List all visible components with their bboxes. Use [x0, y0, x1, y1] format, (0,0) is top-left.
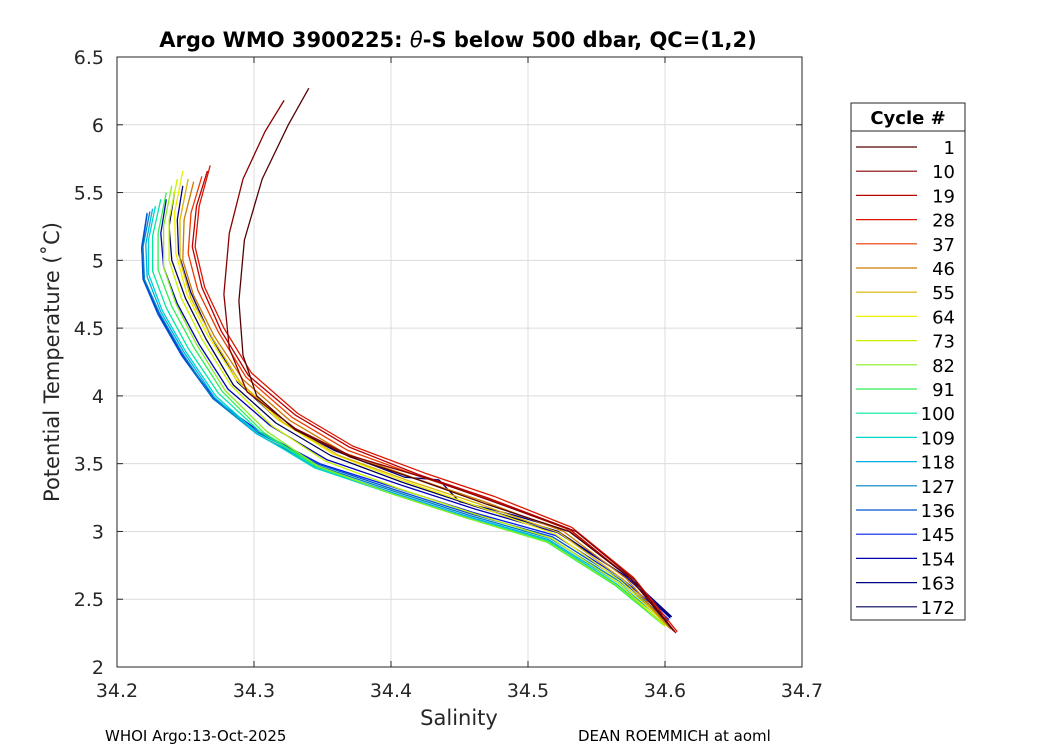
legend-label-1: 1 — [944, 138, 955, 159]
legend-entries: 1 10 19 28 37 46 55 64 73 82 91 100 109 118 127 136 145 1… — [856, 138, 955, 619]
y-tick-label: 6.5 — [74, 47, 104, 69]
legend-label-172: 172 — [921, 598, 955, 619]
legend-label-118: 118 — [921, 453, 955, 474]
legend-label-145: 145 — [921, 525, 955, 546]
legend-label-46: 46 — [932, 259, 955, 280]
legend-label-55: 55 — [932, 283, 955, 304]
legend-label-64: 64 — [932, 307, 955, 328]
y-tick-label: 6 — [92, 115, 104, 137]
series-line-cycle-82 — [162, 185, 666, 626]
y-tick-label: 5.5 — [74, 183, 104, 205]
series-line-cycle-10 — [223, 100, 676, 633]
legend-label-73: 73 — [932, 332, 955, 353]
series-group — [141, 87, 678, 634]
series-line-cycle-37 — [187, 176, 674, 631]
ticks — [116, 56, 803, 668]
x-tick-label: 34.2 — [96, 680, 138, 702]
grid — [116, 56, 803, 668]
x-tick-label: 34.3 — [233, 680, 275, 702]
legend-label-154: 154 — [921, 549, 955, 570]
series-line-cycle-1 — [238, 87, 674, 631]
legend-label-136: 136 — [921, 501, 955, 522]
legend: Cycle # 1 10 19 28 37 46 55 64 73 82 91 100 109 118 12… — [850, 102, 966, 621]
series-line-cycle-172 — [168, 192, 671, 618]
legend-label-91: 91 — [932, 380, 955, 401]
axes-box — [116, 56, 803, 668]
y-tick-label: 5 — [92, 250, 104, 272]
series-line-cycle-28 — [194, 165, 678, 633]
legend-label-19: 19 — [932, 186, 955, 207]
series-line-cycle-73 — [168, 178, 666, 627]
x-tick-label: 34.4 — [370, 680, 412, 702]
series-line-cycle-64 — [173, 170, 669, 627]
legend-label-109: 109 — [921, 428, 955, 449]
series-line-cycle-46 — [182, 181, 671, 630]
x-axis-label: Salinity — [420, 706, 498, 730]
legend-label-100: 100 — [921, 404, 955, 425]
series-line-cycle-55 — [179, 178, 670, 629]
legend-label-163: 163 — [921, 574, 955, 595]
series-line-cycle-118 — [145, 208, 667, 625]
legend-label-37: 37 — [932, 235, 955, 256]
y-tick-labels: 2 2.5 3 3.5 4 4.5 5 5.5 6 6.5 — [74, 47, 104, 679]
y-tick-label: 2 — [92, 657, 104, 679]
series-line-cycle-109 — [147, 205, 666, 626]
x-tick-label: 34.6 — [644, 680, 686, 702]
x-tick-labels: 34.2 34.3 34.4 34.5 34.6 34.7 — [96, 680, 823, 702]
legend-label-127: 127 — [921, 477, 955, 498]
y-tick-label: 2.5 — [74, 589, 104, 611]
y-tick-label: 3 — [92, 521, 104, 543]
y-tick-label: 3.5 — [74, 454, 104, 476]
footer-right: DEAN ROEMMICH at aoml — [578, 727, 771, 745]
series-line-cycle-100 — [151, 199, 665, 626]
legend-label-28: 28 — [932, 211, 955, 232]
legend-label-82: 82 — [932, 356, 955, 377]
y-tick-label: 4 — [92, 386, 104, 408]
series-line-cycle-136 — [141, 212, 669, 622]
legend-label-10: 10 — [932, 162, 955, 183]
x-tick-label: 34.5 — [507, 680, 549, 702]
chart-title: Argo WMO 3900225: θ-S below 500 dbar, QC… — [159, 28, 756, 52]
footer-left: WHOI Argo:13-Oct-2025 — [105, 727, 286, 745]
x-tick-label: 34.7 — [781, 680, 823, 702]
legend-title: Cycle # — [870, 108, 945, 129]
y-tick-label: 4.5 — [74, 318, 104, 340]
y-axis-label: Potential Temperature (˚C) — [40, 222, 64, 502]
